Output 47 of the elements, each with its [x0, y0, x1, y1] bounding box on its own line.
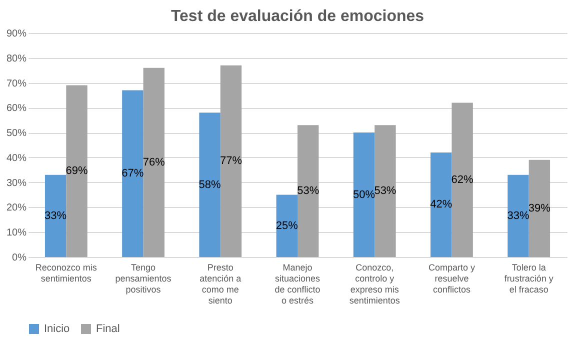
- x-tick-label: Comparto y resuelve conflictos: [428, 262, 476, 294]
- data-label: 67%: [122, 168, 144, 180]
- data-label: 76%: [142, 156, 166, 168]
- data-label: 62%: [451, 174, 474, 186]
- bar: [199, 112, 220, 257]
- x-tick-label: Tolero la frustración y el fracaso: [504, 262, 554, 294]
- bar: [44, 174, 66, 257]
- bar: [374, 125, 396, 257]
- data-label: 50%: [352, 188, 376, 201]
- data-label: 53%: [297, 185, 320, 198]
- x-tick-label: Reconozco mis sentimientos: [35, 262, 98, 284]
- bar: [298, 125, 319, 257]
- data-label: 53%: [374, 185, 396, 198]
- data-label: 58%: [198, 178, 222, 191]
- y-tick-label: 10%: [6, 228, 27, 239]
- x-tick-label: Manejo situaciones de conflicto o estrés: [274, 262, 321, 306]
- bar: [508, 174, 529, 257]
- x-tick-label: Conozco, controlo y expreso mis sentimientos: [349, 262, 400, 306]
- x-tick-label: Tengo pensamientos positivos: [115, 262, 172, 294]
- chart-title: Test de evaluación de emociones: [170, 8, 424, 25]
- y-tick-label: 70%: [6, 78, 27, 90]
- data-label: 33%: [507, 210, 530, 222]
- data-label: 77%: [220, 155, 242, 168]
- bar: [122, 90, 144, 257]
- x-tick-label: Presto atención a como me siento: [200, 262, 242, 306]
- bar: [276, 194, 298, 257]
- bar: [528, 160, 550, 257]
- y-tick-label: 60%: [6, 103, 27, 114]
- bar: [430, 152, 452, 257]
- legend-label: Inicio: [44, 323, 70, 335]
- y-tick-label: 30%: [6, 178, 27, 189]
- data-label: 33%: [44, 210, 67, 222]
- y-tick-label: 80%: [6, 53, 27, 64]
- data-label: 25%: [276, 220, 298, 232]
- bar: [66, 85, 88, 257]
- legend-label: Final: [96, 323, 120, 335]
- data-label: 39%: [528, 202, 551, 214]
- y-tick-label: 90%: [6, 28, 27, 40]
- bar: [220, 65, 242, 257]
- data-label: 69%: [66, 165, 88, 178]
- y-tick-label: 0%: [12, 252, 27, 264]
- bar: [452, 102, 473, 257]
- y-tick-label: 40%: [6, 152, 27, 164]
- bar: [353, 132, 375, 257]
- y-tick-label: 50%: [6, 128, 27, 140]
- y-tick-label: 20%: [6, 202, 27, 214]
- bar: [143, 68, 164, 257]
